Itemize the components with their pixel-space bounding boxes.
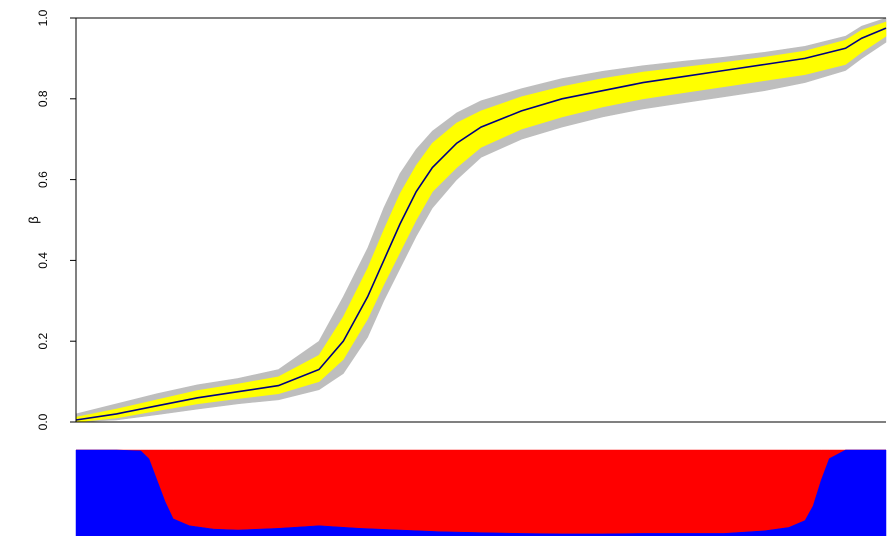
beta-series-group <box>75 17 887 423</box>
y-tick-label: 0.6 <box>36 171 50 188</box>
median-line <box>75 27 887 421</box>
y-tick-label: 0.4 <box>36 252 50 269</box>
y-tick-label: 0.8 <box>36 90 50 107</box>
y-tick-label: 1.0 <box>36 9 50 26</box>
inner-band-area <box>75 21 887 423</box>
blue-component-area <box>75 449 887 536</box>
y-axis-label: β <box>26 216 41 223</box>
y-tick-label: 0.2 <box>36 333 50 350</box>
admixture-panel <box>75 449 887 536</box>
y-axis: 0.0 0.2 0.4 0.6 0.8 1.0 <box>36 9 76 430</box>
y-tick-label: 0.0 <box>36 413 50 430</box>
beta-plot-panel: 0.0 0.2 0.4 0.6 0.8 1.0 β <box>26 9 887 430</box>
red-component-area <box>76 449 886 535</box>
admixture-series-group <box>75 449 887 536</box>
